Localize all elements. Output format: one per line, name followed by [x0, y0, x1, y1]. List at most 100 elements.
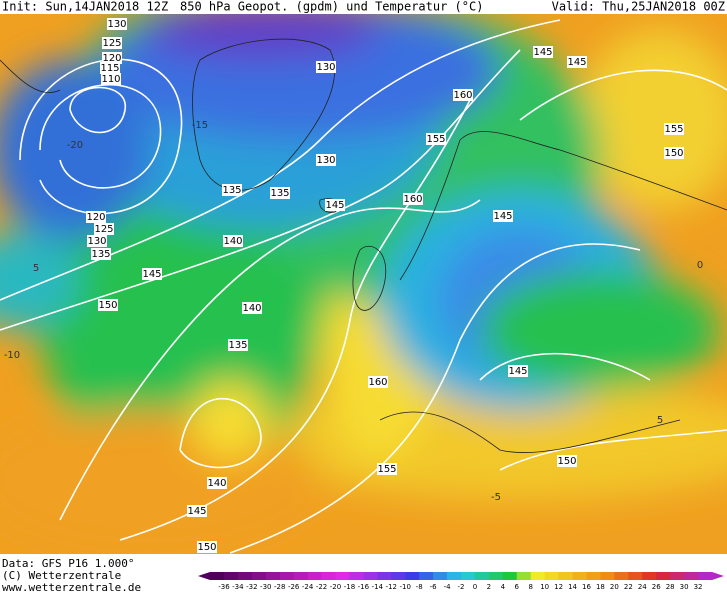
colorbar-label: -10 [400, 583, 411, 591]
colorbar-swatch [698, 572, 713, 580]
colorbar-label: 6 [515, 583, 520, 591]
colorbar-label: -36 [218, 583, 230, 591]
colorbar-swatch [223, 572, 239, 580]
contour-label: 160 [403, 194, 422, 205]
colorbar-swatch [656, 572, 671, 580]
colorbar-label: 20 [610, 583, 619, 591]
label-box [197, 541, 217, 553]
colorbar-swatch [488, 572, 504, 580]
label-box [325, 199, 345, 211]
colorbar-label: -16 [358, 583, 370, 591]
colorbar-swatch [474, 572, 490, 580]
colorbar-swatch [642, 572, 657, 580]
label-box [98, 299, 118, 311]
colorbar-label: -20 [330, 583, 341, 591]
label-box [368, 376, 388, 388]
colorbar-swatch [614, 572, 629, 580]
colorbar-swatch [391, 572, 406, 580]
temperature-label: -10 [4, 350, 20, 361]
copyright: (C) Wetterzentrale [2, 569, 121, 582]
colorbar-swatch [530, 572, 546, 580]
colorbar-label: 22 [624, 583, 633, 591]
colorbar-swatch [210, 572, 225, 580]
contour-label: 150 [664, 148, 683, 159]
colorbar-swatch [516, 572, 532, 580]
colorbar-swatch [335, 572, 350, 580]
colorbar-swatch [502, 572, 518, 580]
contour-label: 145 [325, 200, 344, 211]
label-box [316, 61, 336, 73]
colorbar-swatch [461, 572, 476, 580]
website: www.wetterzentrale.de [2, 581, 141, 593]
colorbar-label: -18 [344, 583, 355, 591]
colorbar-label: -30 [260, 583, 271, 591]
contour-label: 145 [508, 366, 527, 377]
label-box [86, 211, 106, 223]
colorbar-label: -26 [288, 583, 300, 591]
colorbar-swatch [237, 572, 253, 580]
colorbar-swatch [405, 572, 420, 580]
contour-label: 155 [377, 464, 396, 475]
colorbar-label: 18 [596, 583, 605, 591]
label-box [102, 37, 122, 49]
colorbar-label: 10 [540, 583, 549, 591]
contour-label: 130 [87, 236, 106, 247]
contour-label: 155 [664, 124, 683, 135]
colorbar-swatch [265, 572, 281, 580]
label-box [242, 302, 262, 314]
label-box [142, 268, 162, 280]
temperature-label: 5 [33, 263, 39, 274]
colorbar-label: 14 [568, 583, 577, 591]
colorbar-swatch [572, 572, 587, 580]
colorbar-label: 16 [582, 583, 591, 591]
label-box [403, 193, 423, 205]
colorbar-swatch [363, 572, 378, 580]
contour-label: 135 [228, 340, 247, 351]
colorbar-label: 12 [554, 583, 563, 591]
label-box [557, 455, 577, 467]
header-bar [0, 0, 727, 14]
colorbar-swatch [279, 572, 295, 580]
data-source: Data: GFS P16 1.000° [2, 557, 134, 570]
label-box [102, 52, 122, 64]
contour-label: 130 [316, 62, 335, 73]
contour-label: 120 [102, 53, 121, 64]
temperature-label: -15 [192, 120, 208, 131]
label-box [493, 210, 513, 222]
label-box [91, 248, 111, 260]
label-box [508, 365, 528, 377]
colorbar-label: 8 [528, 583, 532, 591]
label-box [107, 18, 127, 30]
label-box [207, 477, 227, 489]
contour-label: 125 [102, 38, 121, 49]
label-box [228, 339, 248, 351]
label-box [426, 133, 446, 145]
label-box [316, 154, 336, 166]
contour-label: 140 [223, 236, 242, 247]
contour-label: 125 [94, 224, 113, 235]
colorbar-label: 2 [487, 583, 491, 591]
contour-label: 145 [567, 57, 586, 68]
contour-label: 150 [98, 300, 117, 311]
contour-label: 160 [368, 377, 387, 388]
label-box [222, 184, 242, 196]
contour-label: 135 [270, 188, 289, 199]
colorbar-label: -32 [246, 583, 257, 591]
colorbar-label: -4 [444, 583, 452, 591]
temperature-field [0, 14, 727, 550]
label-box [270, 187, 290, 199]
contour-label: 145 [187, 506, 206, 517]
colorbar-swatch [684, 572, 699, 580]
colorbar-swatch [377, 572, 392, 580]
colorbar-swatch [321, 572, 336, 580]
colorbar-swatch [447, 572, 462, 580]
colorbar-arrow-left [198, 572, 210, 580]
colorbar-swatch [251, 572, 267, 580]
colorbar-label: -8 [416, 583, 423, 591]
colorbar-swatch [586, 572, 601, 580]
label-box [187, 505, 207, 517]
colorbar-label: 30 [680, 583, 689, 591]
